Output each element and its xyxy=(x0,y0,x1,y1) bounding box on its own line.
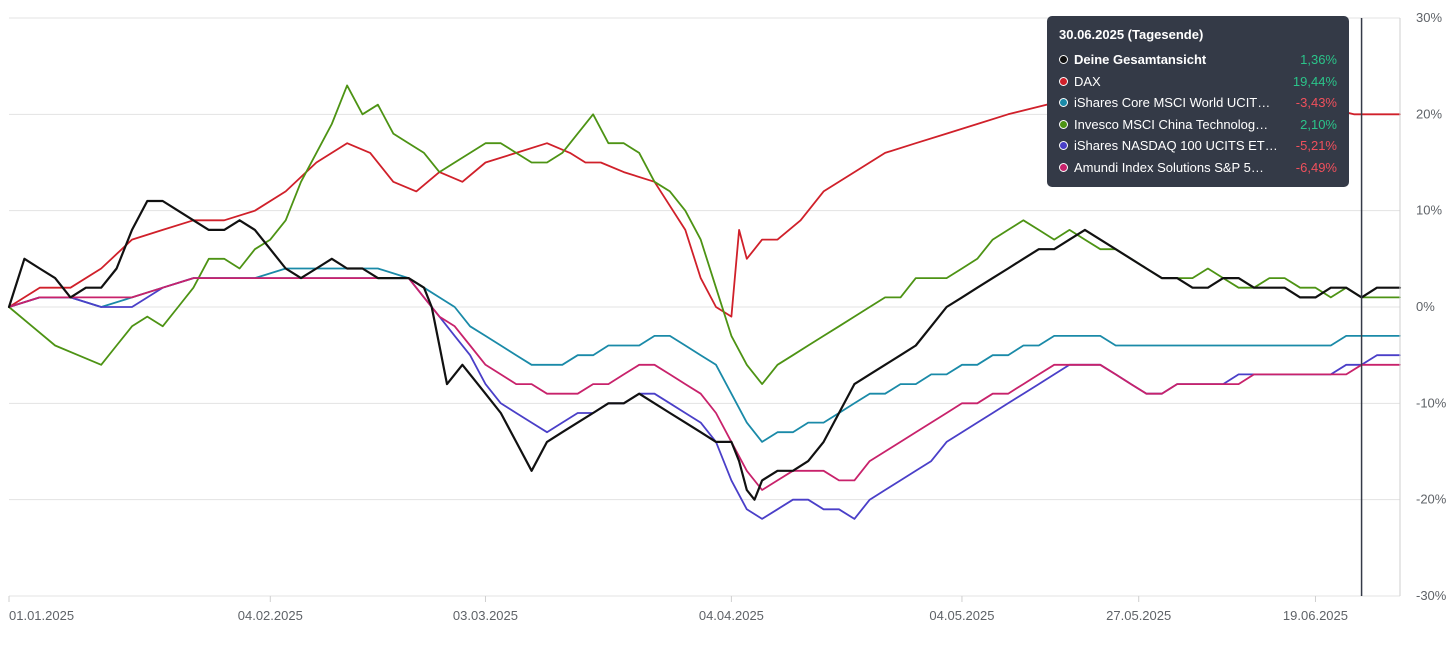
series-dot-icon xyxy=(1059,162,1068,172)
tooltip-row: iShares NASDAQ 100 UCITS ET… -5,21% xyxy=(1059,135,1337,157)
tooltip-series-name: Deine Gesamtansicht xyxy=(1074,52,1207,68)
series-dot-icon xyxy=(1059,141,1068,151)
x-tick-label: 03.03.2025 xyxy=(453,608,518,623)
tooltip-title: 30.06.2025 (Tagesende) xyxy=(1059,27,1204,42)
grid-layer xyxy=(9,17,1400,597)
tooltip-series-name: Invesco MSCI China Technolog… xyxy=(1074,116,1269,132)
x-tick-label: 19.06.2025 xyxy=(1283,608,1348,623)
x-tick-label: 04.02.2025 xyxy=(238,608,303,623)
tooltip-series-value: -5,21% xyxy=(1295,138,1337,154)
tooltip-series-name: iShares NASDAQ 100 UCITS ET… xyxy=(1074,138,1278,154)
series-layer xyxy=(7,84,1402,520)
tooltip-series-name: DAX xyxy=(1074,73,1101,89)
hover-tooltip: 30.06.2025 (Tagesende) Deine Gesamtansic… xyxy=(1047,16,1349,187)
tooltip-series-value: -6,49% xyxy=(1295,159,1337,175)
tooltip-row: Amundi Index Solutions S&P 5… -6,49% xyxy=(1059,157,1337,179)
y-tick-label: -10% xyxy=(1416,395,1447,410)
y-tick-label: 10% xyxy=(1416,203,1442,218)
y-tick-label: 0% xyxy=(1416,299,1435,314)
y-tick-label: 20% xyxy=(1416,106,1442,121)
tooltip-row: Invesco MSCI China Technolog… 2,10% xyxy=(1059,114,1337,136)
tooltip-row: iShares Core MSCI World UCIT… -3,43% xyxy=(1059,92,1337,114)
series-line xyxy=(7,199,1402,501)
tooltip-series-value: 19,44% xyxy=(1292,73,1337,89)
tooltip-series-name: Amundi Index Solutions S&P 5… xyxy=(1074,159,1264,175)
x-tick-label: 04.05.2025 xyxy=(929,608,994,623)
series-dot-icon xyxy=(1059,119,1068,129)
series-dot-icon xyxy=(1059,76,1068,86)
tooltip-row: DAX 19,44% xyxy=(1059,71,1337,93)
tooltip-row: Deine Gesamtansicht 1,36% xyxy=(1059,49,1337,71)
tooltip-series-name: iShares Core MSCI World UCIT… xyxy=(1074,95,1271,111)
y-tick-label: -30% xyxy=(1416,588,1447,603)
axis-layer: 30% 20% 10% 0% -10% -20% -30% 01.01.2025 04.02.2… xyxy=(8,10,1447,623)
series-line xyxy=(8,277,1401,491)
tooltip-rows: Deine Gesamtansicht 1,36% DAX 19,44% iSh… xyxy=(1059,49,1337,178)
x-tick-label: 04.04.2025 xyxy=(699,608,764,623)
series-dot-icon xyxy=(1059,55,1068,65)
y-tick-label: 30% xyxy=(1416,10,1442,25)
y-tick-label: -20% xyxy=(1416,492,1447,507)
x-tick-label: 27.05.2025 xyxy=(1106,608,1171,623)
tooltip-series-value: 2,10% xyxy=(1300,116,1337,132)
tooltip-series-value: 1,36% xyxy=(1300,52,1337,68)
x-tick-label: 01.01.2025 xyxy=(9,608,74,623)
series-line xyxy=(8,267,1401,443)
series-dot-icon xyxy=(1059,98,1068,108)
tooltip-series-value: -3,43% xyxy=(1295,95,1337,111)
